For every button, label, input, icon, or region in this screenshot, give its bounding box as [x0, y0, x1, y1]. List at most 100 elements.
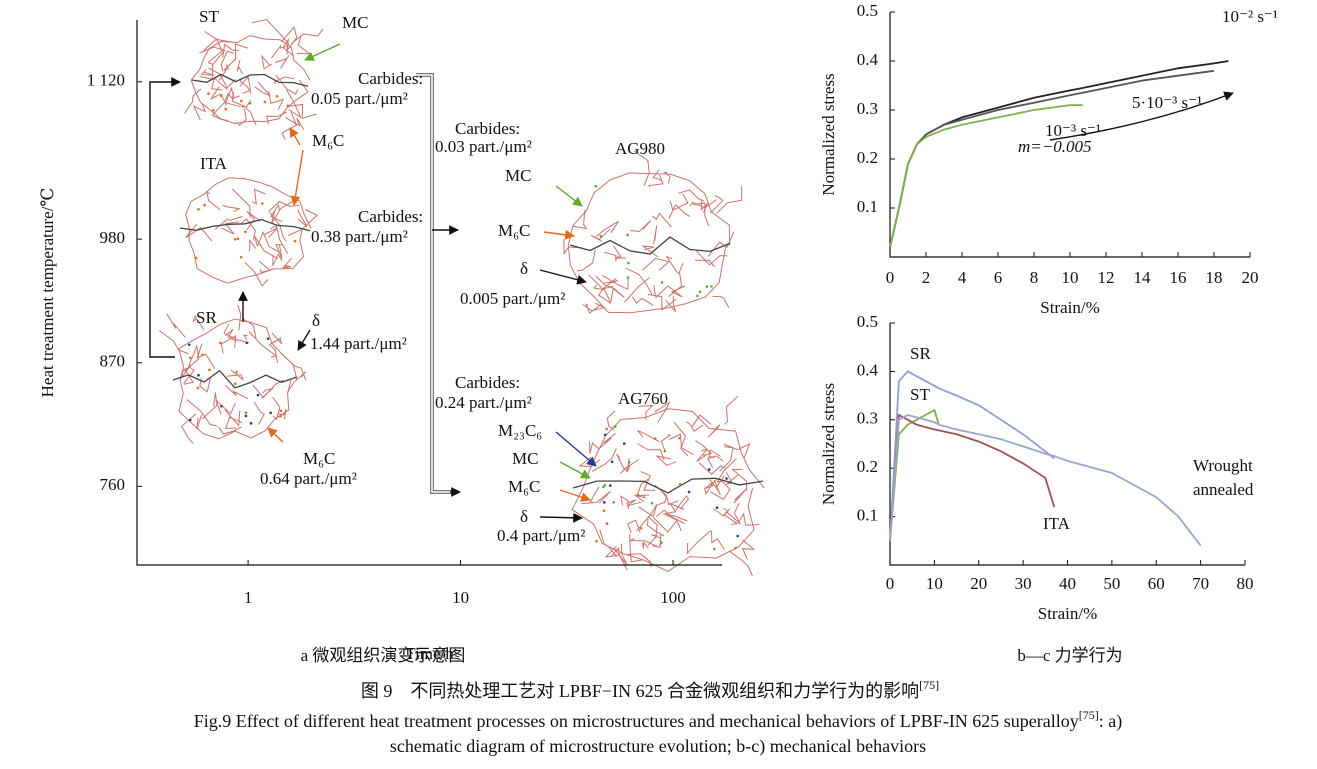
grain-boundary	[694, 259, 715, 267]
grain-boundary	[208, 67, 237, 89]
annotation: M₆C	[312, 131, 344, 150]
grain-boundary	[280, 353, 307, 381]
grain-boundary	[578, 457, 601, 468]
precipitate	[249, 422, 253, 425]
series-label: 10⁻³ s⁻¹	[1045, 121, 1101, 140]
caption-ref: [75]	[919, 678, 939, 692]
grain-boundary	[737, 512, 760, 526]
grain-boundary	[269, 211, 287, 242]
grain-boundary	[637, 443, 665, 461]
precipitate	[696, 294, 699, 298]
x-tick-label: 100	[660, 588, 686, 607]
precipitate	[603, 483, 607, 487]
annotation: ITA	[200, 154, 228, 173]
grain-boundary	[199, 46, 226, 66]
x-tick-label: 0	[886, 574, 895, 593]
precipitate	[212, 108, 215, 112]
grain-outline	[567, 172, 731, 314]
grain-boundary	[655, 490, 668, 507]
grain-boundary	[712, 295, 730, 308]
grain-boundary	[206, 190, 221, 210]
grain-boundary	[655, 509, 685, 525]
grain-boundary	[706, 455, 724, 468]
y-tick-label: 0.3	[857, 409, 878, 428]
grain-boundary	[226, 369, 244, 382]
grain-boundary	[695, 440, 713, 456]
grain-boundary	[588, 274, 605, 291]
grain-boundary	[224, 416, 243, 430]
annotation: Carbides:	[455, 119, 520, 138]
y-tick-label: 0.4	[857, 50, 879, 69]
grain-boundary	[625, 499, 642, 507]
precipitate	[220, 405, 223, 408]
grain-boundary	[225, 86, 241, 108]
grain-boundary	[239, 75, 252, 94]
grain-boundary	[581, 491, 611, 505]
precipitate	[207, 92, 210, 96]
caption-text: 图 9 不同热处理工艺对 LPBF−IN 625 合金微观组织和力学行为的影响	[361, 681, 919, 701]
precipitate	[625, 469, 629, 472]
grain-boundary	[630, 219, 652, 233]
precipitate	[201, 353, 204, 357]
melt-pool-boundary	[569, 236, 731, 255]
grain-boundary	[590, 228, 611, 242]
grain-boundary	[708, 449, 721, 459]
precipitate	[244, 230, 247, 234]
precipitate	[705, 285, 709, 288]
grain-boundary	[270, 203, 283, 223]
grain-boundary	[723, 395, 739, 425]
y-tick-label: 0.3	[857, 99, 878, 118]
grain-boundary	[653, 285, 669, 299]
annotation: m=−0.005	[1018, 137, 1091, 156]
grain-boundary	[725, 471, 739, 485]
grain-boundary	[184, 88, 202, 114]
grain-boundary	[224, 329, 237, 342]
grain-boundary	[221, 221, 240, 235]
caption-text: Fig.9 Effect of different heat treatment…	[194, 711, 1079, 731]
precipitate	[734, 546, 737, 550]
figure-caption-en: Fig.9 Effect of different heat treatment…	[194, 708, 1123, 732]
grain-boundary	[252, 188, 266, 205]
grain-boundary	[272, 253, 283, 266]
grain-boundary	[236, 59, 243, 75]
grain-boundary	[728, 550, 753, 577]
x-tick-label: 18	[1206, 268, 1223, 287]
x-tick-label: 10	[1062, 268, 1079, 287]
precipitate	[713, 547, 716, 551]
x-tick-label: 50	[1103, 574, 1120, 593]
precipitate	[244, 411, 248, 414]
grain-boundary	[192, 103, 206, 121]
grain-boundary	[632, 296, 654, 306]
y-tick-label: 0.1	[857, 197, 878, 216]
grain-boundary	[248, 331, 278, 358]
grain-boundary	[606, 410, 616, 431]
grain-boundary	[248, 238, 257, 252]
grain-boundary	[628, 537, 659, 548]
grain-boundary	[664, 514, 688, 522]
grain-boundary	[266, 111, 287, 125]
grain-boundary	[224, 409, 241, 427]
line-series	[889, 413, 1056, 541]
grain-boundary	[215, 399, 236, 415]
grain-boundary	[595, 220, 619, 238]
grain-boundary	[647, 294, 677, 311]
x-tick-label: 20	[970, 574, 987, 593]
line-series	[889, 370, 1055, 541]
grain-boundary	[218, 426, 242, 435]
precipitate	[240, 99, 243, 103]
series-label: 10⁻² s⁻¹	[1222, 7, 1278, 26]
grain-boundary	[604, 251, 619, 262]
grain-outline	[190, 35, 311, 125]
precipitate	[602, 485, 605, 489]
precipitate	[261, 202, 264, 205]
precipitate	[275, 95, 279, 98]
precipitate	[626, 233, 629, 237]
precipitate	[725, 477, 728, 480]
grain-boundary	[660, 434, 672, 452]
grain-boundary	[616, 453, 640, 470]
schematic-arrows	[149, 43, 1234, 523]
grain-boundary	[686, 530, 712, 555]
grain-boundary	[261, 54, 273, 70]
precipitate	[612, 501, 615, 504]
panel-caption: b—c 力学行为	[1017, 646, 1122, 665]
